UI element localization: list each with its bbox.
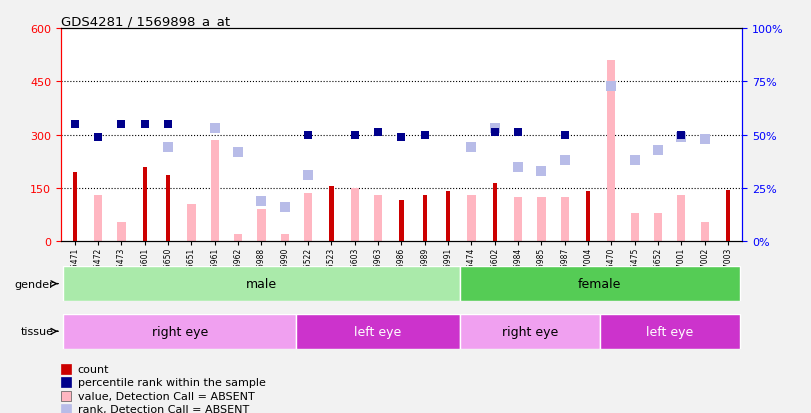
Bar [600, 314, 740, 349]
Text: right eye: right eye [502, 325, 558, 338]
Text: GDS4281 / 1569898_a_at: GDS4281 / 1569898_a_at [61, 15, 230, 28]
Bar [460, 314, 600, 349]
Bar [460, 266, 740, 301]
Bar [304, 194, 312, 242]
Bar [654, 213, 662, 242]
Bar [63, 266, 460, 301]
Bar [677, 195, 685, 242]
Text: left eye: left eye [646, 325, 693, 338]
Bar [467, 195, 475, 242]
Bar [492, 183, 497, 242]
Bar [560, 197, 569, 242]
Bar [350, 188, 358, 242]
Text: female: female [578, 278, 621, 290]
Bar [166, 176, 170, 242]
Bar [257, 210, 265, 242]
Bar [143, 167, 147, 242]
Text: right eye: right eye [152, 325, 208, 338]
Bar [94, 195, 102, 242]
Bar [607, 61, 616, 242]
Bar [118, 222, 126, 242]
Text: count: count [78, 364, 109, 374]
Text: left eye: left eye [354, 325, 401, 338]
Text: male: male [246, 278, 277, 290]
Bar [631, 213, 639, 242]
Bar [374, 195, 382, 242]
Bar [211, 140, 219, 242]
Text: tissue: tissue [21, 326, 54, 337]
Bar [187, 204, 195, 242]
Bar [726, 190, 731, 242]
Text: gender: gender [14, 279, 54, 289]
Text: rank, Detection Call = ABSENT: rank, Detection Call = ABSENT [78, 404, 249, 413]
Bar [234, 235, 242, 242]
Bar [281, 235, 289, 242]
Bar [399, 201, 404, 242]
Bar [586, 192, 590, 242]
Bar [297, 314, 460, 349]
Bar [329, 187, 333, 242]
Bar [538, 197, 546, 242]
Bar [63, 314, 297, 349]
Text: value, Detection Call = ABSENT: value, Detection Call = ABSENT [78, 391, 255, 401]
Bar [423, 195, 427, 242]
Bar [446, 192, 450, 242]
Text: percentile rank within the sample: percentile rank within the sample [78, 377, 266, 387]
Bar [72, 173, 77, 242]
Bar [701, 222, 709, 242]
Bar [514, 197, 522, 242]
